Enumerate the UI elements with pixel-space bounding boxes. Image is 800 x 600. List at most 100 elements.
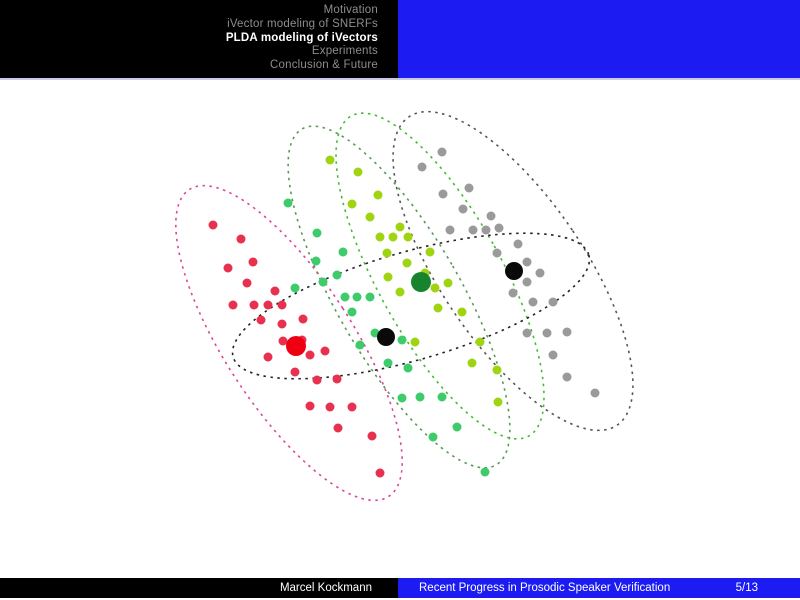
cluster-gray-point bbox=[417, 162, 427, 172]
cluster-gray-point bbox=[437, 147, 447, 157]
cluster-red-point bbox=[249, 300, 259, 310]
cluster-gray-point bbox=[522, 328, 532, 338]
cluster-green-point bbox=[318, 277, 328, 287]
cluster-chartreuse-point bbox=[425, 247, 435, 257]
cluster-red-point bbox=[242, 278, 252, 288]
cluster-red-point bbox=[277, 300, 287, 310]
cluster-red-point bbox=[298, 314, 308, 324]
footer-title-cell: Recent Progress in Prosodic Speaker Veri… bbox=[398, 578, 800, 598]
cluster-gray-point bbox=[468, 225, 478, 235]
cluster-red-point bbox=[305, 350, 315, 360]
cluster-chartreuse-point bbox=[388, 232, 398, 242]
cluster-red-point bbox=[312, 375, 322, 385]
cluster-gray-point bbox=[464, 183, 474, 193]
cluster-green-point bbox=[340, 292, 350, 302]
cluster-chartreuse-point bbox=[443, 278, 453, 288]
cluster-chartreuse-point bbox=[410, 337, 420, 347]
cluster-red-point bbox=[228, 300, 238, 310]
cluster-red-point bbox=[367, 431, 377, 441]
header-nav-panel: Motivation iVector modeling of SNERFs PL… bbox=[0, 0, 398, 78]
header-blue-box bbox=[398, 0, 800, 78]
cluster-green-point bbox=[415, 392, 425, 402]
cluster-gray-point bbox=[486, 211, 496, 221]
footer-presentation-title: Recent Progress in Prosodic Speaker Veri… bbox=[419, 582, 671, 594]
cluster-chartreuse-point bbox=[403, 232, 413, 242]
cluster-chartreuse-point bbox=[382, 248, 392, 258]
footer-author: Marcel Kockmann bbox=[279, 582, 372, 594]
nav-item-plda-modeling-current[interactable]: PLDA modeling of iVectors bbox=[225, 31, 378, 44]
cluster-red-mean bbox=[286, 336, 306, 356]
cluster-gray-point bbox=[522, 257, 532, 267]
cluster-red-point bbox=[208, 220, 218, 230]
cluster-chartreuse-point bbox=[430, 283, 440, 293]
cluster-gray-point bbox=[548, 297, 558, 307]
cluster-green-point bbox=[283, 198, 293, 208]
cluster-chartreuse-point bbox=[457, 307, 467, 317]
cluster-green-point bbox=[332, 270, 342, 280]
cluster-red-point bbox=[263, 300, 273, 310]
cluster-green-point bbox=[437, 392, 447, 402]
cluster-red-point bbox=[278, 336, 288, 346]
cluster-gray-ellipse bbox=[392, 110, 634, 432]
cluster-chartreuse-point bbox=[492, 365, 502, 375]
cluster-red-ellipse bbox=[174, 184, 404, 502]
cluster-gray-point bbox=[481, 225, 491, 235]
cluster-green-point bbox=[428, 432, 438, 442]
nav-item-conclusion[interactable]: Conclusion & Future bbox=[270, 59, 378, 72]
cluster-chartreuse-point bbox=[353, 167, 363, 177]
cluster-green-point bbox=[338, 247, 348, 257]
cluster-chartreuse-point bbox=[373, 190, 383, 200]
cluster-gray-point bbox=[492, 248, 502, 258]
cluster-green-point bbox=[397, 393, 407, 403]
cluster-red-point bbox=[333, 423, 343, 433]
cluster-green-point bbox=[383, 358, 393, 368]
cluster-red-point bbox=[263, 352, 273, 362]
cluster-red-point bbox=[270, 286, 280, 296]
cluster-chartreuse-point bbox=[375, 232, 385, 242]
cluster-gray-point bbox=[562, 327, 572, 337]
cluster-red-point bbox=[347, 402, 357, 412]
cluster-chartreuse-point bbox=[493, 397, 503, 407]
cluster-red-point bbox=[325, 402, 335, 412]
cluster-chartreuse-point bbox=[365, 212, 375, 222]
cluster-gray-point bbox=[513, 239, 523, 249]
cluster-chartreuse-point bbox=[467, 358, 477, 368]
cluster-gray-point bbox=[458, 204, 468, 214]
between-speaker-ellipse bbox=[231, 232, 591, 380]
footer-author-cell: Marcel Kockmann bbox=[0, 578, 398, 598]
cluster-gray-point bbox=[562, 372, 572, 382]
cluster-red-point bbox=[305, 401, 315, 411]
nav-item-motivation[interactable]: Motivation bbox=[323, 4, 378, 16]
cluster-gray-point bbox=[438, 189, 448, 199]
cluster-green-point bbox=[311, 256, 321, 266]
cluster-gray-mean bbox=[505, 262, 523, 280]
cluster-green-point bbox=[480, 467, 490, 477]
cluster-chartreuse-point bbox=[395, 222, 405, 232]
cluster-gray-point bbox=[494, 223, 504, 233]
cluster-red-point bbox=[332, 374, 342, 384]
cluster-red-point bbox=[236, 234, 246, 244]
cluster-red-point bbox=[256, 315, 266, 325]
cluster-chartreuse-point bbox=[475, 337, 485, 347]
cluster-red-point bbox=[320, 346, 330, 356]
cluster-green-point bbox=[290, 283, 300, 293]
cluster-red-point bbox=[375, 468, 385, 478]
cluster-chartreuse-point bbox=[383, 272, 393, 282]
nav-item-ivector-modeling[interactable]: iVector modeling of SNERFs bbox=[227, 17, 378, 30]
cluster-green-point bbox=[352, 292, 362, 302]
cluster-gray-point bbox=[445, 225, 455, 235]
cluster-green-point bbox=[365, 292, 375, 302]
nav-item-experiments[interactable]: Experiments bbox=[311, 45, 378, 58]
cluster-red-point bbox=[290, 367, 300, 377]
footer-bar: Marcel Kockmann Recent Progress in Proso… bbox=[0, 578, 800, 598]
cluster-green-point bbox=[452, 422, 462, 432]
cluster-chartreuse-point bbox=[433, 303, 443, 313]
cluster-gray-point bbox=[542, 328, 552, 338]
cluster-chartreuse-point bbox=[347, 199, 357, 209]
cluster-green-point bbox=[312, 228, 322, 238]
cluster-red-point bbox=[223, 263, 233, 273]
cluster-gray-point bbox=[535, 268, 545, 278]
section-nav: Motivation iVector modeling of SNERFs PL… bbox=[226, 4, 378, 73]
